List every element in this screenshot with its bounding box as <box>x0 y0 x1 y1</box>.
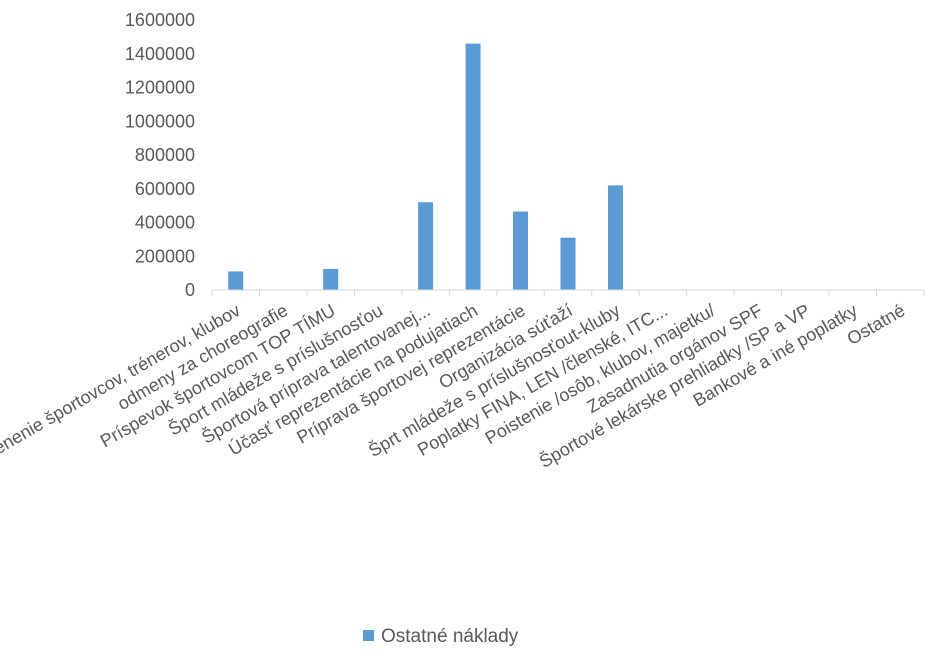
y-tick-label: 1200000 <box>125 78 195 98</box>
legend: Ostatné náklady <box>363 626 519 647</box>
x-axis <box>211 289 925 296</box>
x-axis-labels: Ocenenie športovcov, trénerov, klubovodm… <box>0 299 908 472</box>
legend-label: Ostatné náklady <box>381 626 519 647</box>
bar <box>228 271 244 290</box>
bar <box>607 185 623 290</box>
y-axis-ticks: 0 200000 400000 600000 800000 1000000 1200000 1… <box>125 10 195 300</box>
legend-swatch <box>363 630 374 641</box>
bar <box>323 268 339 290</box>
y-tick-label: 1000000 <box>125 111 195 131</box>
y-tick-label: 200000 <box>135 246 195 266</box>
y-tick-label: 800000 <box>135 145 195 165</box>
bar <box>560 237 576 290</box>
y-tick-label: 0 <box>185 280 195 300</box>
y-tick-label: 1400000 <box>125 44 195 64</box>
y-tick-label: 600000 <box>135 179 195 199</box>
bar <box>465 43 481 290</box>
y-tick-label: 400000 <box>135 213 195 233</box>
bar <box>418 202 434 290</box>
bars <box>228 43 623 290</box>
bar <box>513 211 529 290</box>
y-tick-label: 1600000 <box>125 10 195 30</box>
